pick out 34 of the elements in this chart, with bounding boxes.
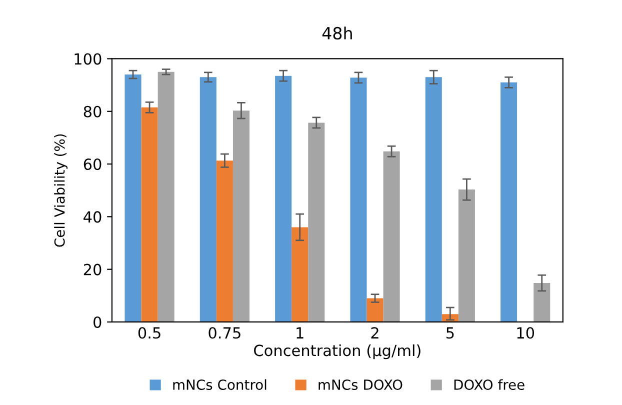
y-tick-label: 100 — [74, 53, 102, 65]
bar — [458, 190, 475, 322]
bar — [534, 283, 550, 322]
bar — [158, 72, 174, 322]
legend-label: DOXO free — [454, 379, 524, 390]
bar — [500, 82, 518, 322]
legend-label: mNCs DOXO — [318, 379, 402, 390]
bar — [425, 77, 442, 322]
bar — [232, 110, 250, 322]
bar — [275, 76, 292, 322]
bar — [124, 74, 142, 322]
bar — [383, 151, 400, 322]
y-tick-label: 40 — [84, 211, 102, 223]
bar — [200, 77, 216, 322]
x-tick-label: 1 — [296, 327, 304, 338]
bar — [216, 160, 233, 322]
bar — [141, 107, 158, 322]
x-tick-label: 5 — [446, 327, 454, 339]
x-axis-title: Concentration (µg/ml) — [254, 344, 420, 360]
x-tick-label: 0.5 — [138, 327, 160, 339]
x-tick-label: 10 — [517, 327, 534, 339]
y-tick-label: 60 — [84, 158, 102, 170]
y-tick-label: 20 — [84, 264, 102, 276]
bar — [292, 227, 308, 322]
y-axis-title: Cell Viability (%) — [54, 134, 68, 247]
bar — [350, 78, 367, 322]
bar — [366, 298, 384, 322]
legend-label: mNCs Control — [173, 379, 266, 390]
y-tick-label: 80 — [84, 106, 102, 118]
chart-title: 48h — [322, 26, 352, 40]
x-tick-label: 0.75 — [208, 327, 240, 339]
x-tick-label: 2 — [371, 327, 378, 338]
y-tick-label: 0 — [94, 316, 102, 328]
bar — [308, 122, 325, 322]
